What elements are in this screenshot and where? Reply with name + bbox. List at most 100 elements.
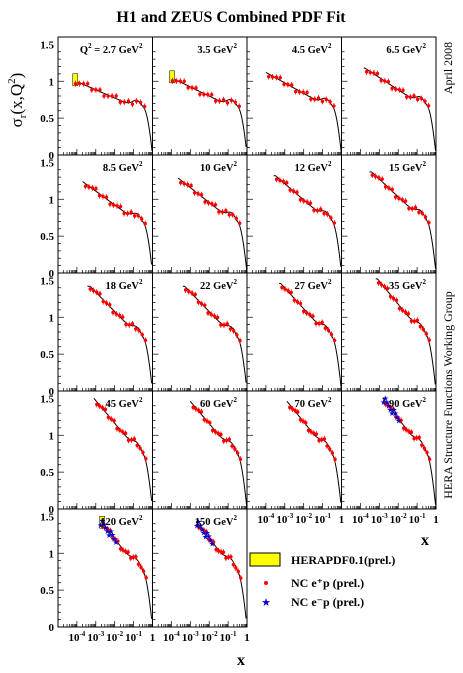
ep-minus-point: ★ <box>392 409 399 418</box>
panel: Q2 = 2.7 GeV2 <box>57 36 153 156</box>
x-tick-label: 10-4 <box>163 630 180 644</box>
x-tick-label: 10-3 <box>182 630 199 644</box>
y-tick-label: 1.5 <box>40 511 54 523</box>
ep-plus-point <box>316 96 321 100</box>
ep-plus-point <box>141 450 145 455</box>
ep-plus-point <box>143 338 148 343</box>
ep-plus-point <box>234 566 238 570</box>
ep-plus-point <box>309 97 313 101</box>
ep-plus-point <box>202 92 206 97</box>
ep-plus-point <box>397 306 402 311</box>
ep-plus-point <box>427 457 432 461</box>
panel-q2-label: 45 GeV2 <box>105 396 143 410</box>
fit-curve <box>169 76 247 147</box>
ep-plus-point <box>288 188 292 192</box>
ep-plus-point <box>391 407 395 411</box>
ep-plus-point <box>140 332 144 337</box>
ep-plus-point <box>224 438 229 443</box>
ep-plus-point <box>90 186 95 190</box>
ep-plus-point <box>413 205 418 210</box>
ep-plus-point <box>282 82 286 86</box>
x-tick-label: 10-3 <box>371 512 388 526</box>
ep-plus-point <box>289 290 293 295</box>
ep-plus-point <box>312 208 316 213</box>
ep-plus-point <box>286 289 290 293</box>
panel-q2-label: 27 GeV2 <box>294 278 332 292</box>
ep-plus-point <box>179 180 183 185</box>
ep-minus-point: ★ <box>382 394 389 403</box>
x-axis-label-bottom: x <box>237 652 245 669</box>
ep-plus-point <box>364 70 369 74</box>
ep-plus-point <box>202 417 206 422</box>
ep-plus-point <box>202 528 206 533</box>
ep-plus-point <box>143 221 147 226</box>
ep-plus-point <box>194 407 198 411</box>
ep-plus-point <box>427 220 431 225</box>
ep-plus-point <box>98 88 102 92</box>
ep-plus-point <box>304 421 308 425</box>
ep-plus-point <box>305 311 309 315</box>
ep-plus-point <box>81 81 86 86</box>
x-tick-label: 10-2 <box>201 630 218 644</box>
ep-plus-point <box>415 318 420 323</box>
ep-plus-point <box>330 451 335 455</box>
ep-minus-point: ★ <box>198 525 205 534</box>
panel: 18 GeV2 <box>57 272 153 392</box>
ep-plus-point <box>301 90 305 94</box>
ep-plus-point <box>108 302 112 307</box>
ep-plus-point <box>198 92 202 96</box>
panel: 35 GeV2 <box>341 272 437 392</box>
fit-curve <box>189 401 248 510</box>
ep-plus-point <box>193 292 197 297</box>
x-tick-label: 10-4 <box>257 512 274 526</box>
ep-plus-point <box>194 86 198 90</box>
y-tick-label: 0 <box>49 622 55 634</box>
ep-plus-point <box>231 328 236 333</box>
ep-plus-point <box>320 99 325 104</box>
ep-plus-point <box>285 181 289 185</box>
ep-plus-point <box>274 75 279 80</box>
ep-plus-point <box>121 315 125 319</box>
legend-ep-minus-marker: ★ <box>261 597 271 609</box>
ep-plus-point <box>190 86 194 90</box>
ep-plus-point <box>407 206 411 211</box>
ep-plus-point <box>109 417 113 421</box>
ep-plus-point <box>376 281 381 285</box>
y-axis-label-sub: r <box>17 114 29 118</box>
ep-plus-point <box>221 550 226 554</box>
ep-plus-point <box>204 529 208 534</box>
ep-plus-point <box>292 298 297 302</box>
ep-plus-point <box>106 415 111 420</box>
ep-plus-point <box>190 291 194 295</box>
ep-plus-point <box>217 210 221 214</box>
ep-plus-point <box>234 216 238 221</box>
x-tick-label: 1 <box>244 632 250 644</box>
y-tick-label: 1.5 <box>40 393 54 405</box>
ep-plus-point <box>425 450 429 455</box>
panel-q2-label: Q2 = 2.7 GeV2 <box>80 42 143 56</box>
y-tick-label: 0 <box>49 268 55 280</box>
panel-q2-label: 4.5 GeV2 <box>292 42 332 56</box>
y-axis-label-sigma: σ <box>7 118 26 127</box>
ep-plus-point <box>332 104 336 108</box>
ep-plus-point <box>124 322 128 327</box>
ep-plus-point <box>130 102 135 106</box>
ep-plus-point <box>111 203 116 207</box>
ep-minus-point: ★ <box>387 405 394 414</box>
ep-plus-point <box>73 81 78 86</box>
ep-plus-point <box>408 95 413 99</box>
ep-plus-point <box>322 211 326 216</box>
ep-plus-point <box>134 555 138 559</box>
ep-plus-point <box>329 216 333 220</box>
ep-plus-point <box>103 407 108 412</box>
ep-plus-point <box>281 179 286 184</box>
panel: 22 GeV2 <box>152 272 248 392</box>
y-axis-label-close: ) <box>7 73 26 79</box>
fit-curve <box>82 181 153 265</box>
ep-plus-point <box>409 430 414 434</box>
ep-plus-point <box>414 436 419 440</box>
ep-plus-point <box>97 193 102 198</box>
ep-minus-point: ★ <box>100 520 107 529</box>
ep-plus-point <box>322 437 327 441</box>
ep-minus-point: ★ <box>390 406 397 415</box>
